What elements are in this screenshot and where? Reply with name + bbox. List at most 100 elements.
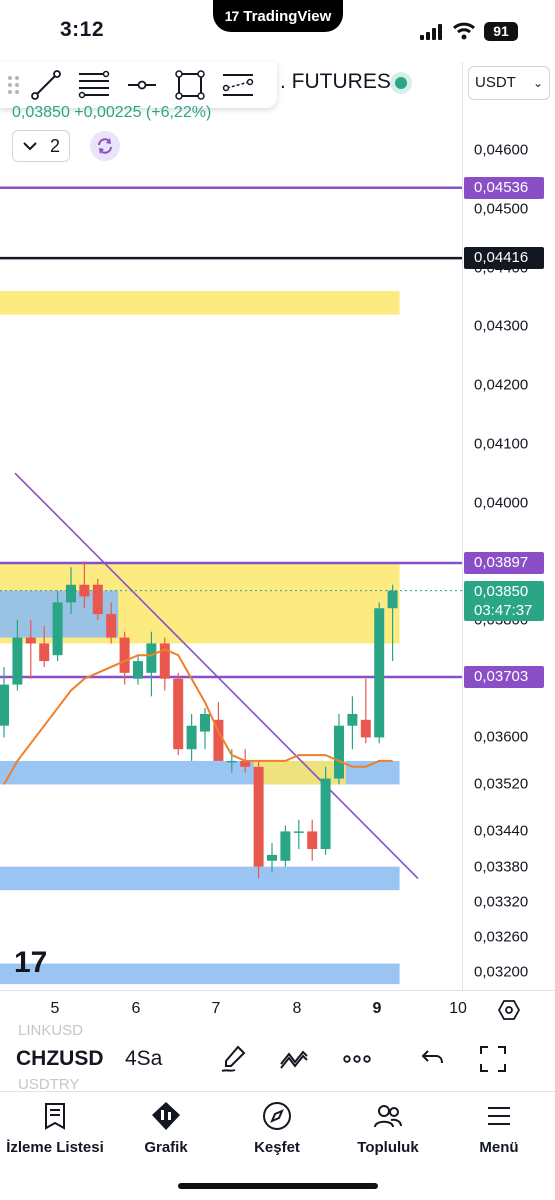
tab-community[interactable]: Topluluk (333, 1101, 443, 1156)
fullscreen-icon[interactable] (478, 1044, 508, 1074)
refresh-icon (98, 138, 112, 154)
candle-body (347, 713, 358, 726)
horizontal-ray-icon (128, 80, 156, 90)
last-price-value: 0,03850 (474, 582, 529, 600)
candle-body (146, 643, 157, 673)
candle-body (186, 725, 197, 750)
candle-body (387, 590, 398, 609)
indicators-icon[interactable] (279, 1044, 309, 1074)
candle-body (334, 725, 344, 779)
rectangle-button[interactable] (166, 62, 214, 108)
app-pill: 17 TradingView (213, 0, 343, 32)
community-icon (374, 1105, 402, 1128)
time-label: 10 (449, 1000, 467, 1017)
price-axis-label: 0,03600 (474, 728, 529, 746)
price-axis-label: 0,04000 (474, 494, 529, 511)
price-axis-label: 0,03380 (474, 858, 529, 876)
price-tag-lower-line: 0,03703 (464, 665, 544, 688)
tradingview-logo-icon: 17 (224, 8, 240, 24)
price-axis-label: 0,03520 (474, 775, 529, 793)
price-axis-label: 0,04600 (474, 141, 529, 159)
candle-body (159, 643, 170, 679)
adjacent-symbol-above[interactable]: LINKUSD (18, 1022, 84, 1039)
time-axis[interactable]: 5 6 7 8 9 10 (0, 990, 555, 1026)
candle-body (280, 831, 291, 861)
brush-icon[interactable] (218, 1044, 248, 1074)
yellow-zone (0, 563, 400, 591)
last-price-tag: 0,03850 03:47:37 (464, 580, 544, 621)
candle-body (119, 637, 130, 673)
tab-explore[interactable]: Keşfet (222, 1101, 332, 1156)
candle-body (320, 778, 331, 850)
menu-icon (488, 1107, 510, 1125)
trend-line-button[interactable] (22, 62, 70, 108)
interval-selector[interactable]: 4Sa (125, 1047, 163, 1070)
home-indicator (178, 1183, 378, 1189)
fib-lines-icon (78, 70, 110, 99)
candle-body (200, 713, 210, 732)
price-axis-label: 0,04300 (474, 317, 529, 335)
yellow-zone (253, 760, 346, 785)
tab-label: Grafik (144, 1139, 188, 1156)
app-pill-label: TradingView (243, 7, 332, 25)
hexagon-settings-icon[interactable] (498, 999, 520, 1021)
candle-body (226, 760, 237, 763)
drag-handle-icon[interactable] (8, 73, 22, 97)
blue-zone (0, 963, 400, 985)
candle-body (374, 608, 385, 738)
chevron-down-icon: ⌄ (532, 76, 543, 90)
price-axis-label: 0,04100 (474, 435, 529, 453)
blue-zone (0, 866, 400, 891)
candle-body (106, 614, 117, 638)
horizontal-ray-button[interactable] (118, 62, 166, 108)
candle-body (39, 643, 50, 662)
candle-body (52, 602, 63, 656)
candle-body (293, 831, 304, 833)
watchlist-icon (45, 1103, 65, 1130)
tab-watchlist[interactable]: İzleme Listesi (0, 1101, 110, 1156)
candle-body (213, 719, 224, 761)
tab-menu[interactable]: Menü (444, 1101, 554, 1156)
tab-chart[interactable]: Grafik (111, 1101, 221, 1156)
symbol-name[interactable]: CHZUSD (16, 1047, 104, 1070)
chart-icon (152, 1102, 180, 1130)
time-label: 5 (50, 1000, 60, 1017)
wifi-icon (453, 22, 475, 40)
candle-body (12, 637, 23, 685)
date-price-range-button[interactable] (214, 62, 262, 108)
refresh-button[interactable] (90, 131, 120, 161)
price-axis[interactable]: 0,047000,046000,045000,044000,043000,042… (462, 62, 555, 990)
time-label: 8 (292, 1000, 302, 1017)
more-icon[interactable] (342, 1044, 372, 1074)
time-label: 7 (211, 1000, 221, 1017)
price-chart[interactable]: 17 (0, 62, 462, 990)
status-bar: 3:12 17 TradingView 91 (0, 0, 555, 62)
price-axis-label: 0,03200 (474, 963, 529, 981)
drawing-toolbar (0, 62, 277, 108)
candle-body (173, 678, 184, 750)
currency-select[interactable]: USDT ⌄ (468, 66, 550, 100)
undo-icon[interactable] (416, 1044, 446, 1074)
candle-body (0, 684, 9, 726)
currency-select-value: USDT (475, 74, 516, 91)
signal-icon (420, 24, 442, 40)
adjacent-symbol-below[interactable]: USDTRY (18, 1076, 80, 1093)
symbol-header[interactable]: . FUTURES (280, 70, 391, 93)
price-change: 0,03850 +0,00225 (+6,22%) (12, 104, 212, 121)
candle-body (92, 584, 103, 615)
fib-lines-button[interactable] (70, 62, 118, 108)
price-axis-label: 0,03320 (474, 893, 529, 911)
candle-body (267, 854, 277, 861)
trend-line (14, 472, 419, 879)
battery-icon: 91 (484, 22, 518, 41)
tradingview-watermark-logo: 17 (14, 946, 47, 979)
chart-canvas[interactable]: 17 (0, 62, 462, 990)
tab-label: İzleme Listesi (6, 1139, 104, 1156)
indicator-collapse-button[interactable]: 2 (12, 130, 70, 162)
compass-icon (263, 1102, 291, 1130)
time-label: 6 (131, 1000, 141, 1017)
symbol-bar: LINKUSD USDTRY CHZUSD 4Sa (0, 1022, 555, 1093)
candle-body (307, 831, 318, 850)
status-time: 3:12 (60, 18, 105, 41)
candle-body (360, 719, 371, 738)
